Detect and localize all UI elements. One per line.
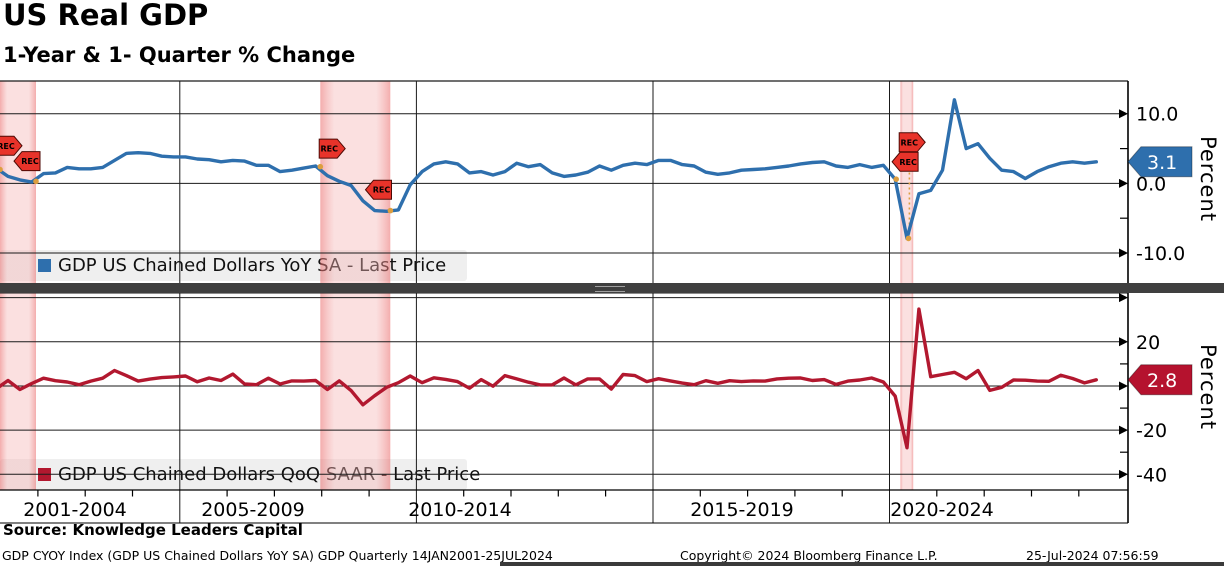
qoq-line xyxy=(0,307,1099,450)
last-price-badge-value: 2.8 xyxy=(1147,370,1177,392)
chart-title: US Real GDP xyxy=(3,0,209,32)
y-tick-label: -40 xyxy=(1136,464,1167,486)
x-axis-group-label[interactable]: 2020-2024 xyxy=(890,499,994,521)
rec-flag-label: REC xyxy=(0,142,15,151)
event-dot xyxy=(317,163,324,170)
yoy-series-swatch-icon xyxy=(38,259,51,272)
y-tick-label: 10.0 xyxy=(1136,104,1178,126)
axis-tick-arrow-icon xyxy=(1119,381,1128,391)
security-description: GDP CYOY Index (GDP US Chained Dollars Y… xyxy=(2,548,553,563)
axis-tick-arrow-icon xyxy=(1119,248,1128,258)
last-price-badge-qoq xyxy=(1127,364,1193,396)
y-tick-label: 20 xyxy=(1136,332,1160,354)
rec-flag[interactable] xyxy=(891,151,919,172)
qoq-axis-title: Percent xyxy=(1196,344,1220,431)
rec-flag-label: REC xyxy=(900,138,918,147)
x-axis-group-label[interactable]: 2001-2004 xyxy=(23,499,127,521)
rec-flag[interactable] xyxy=(0,135,23,156)
timestamp: 25-Jul-2024 07:56:59 xyxy=(1026,548,1159,563)
rec-flag-label: REC xyxy=(320,145,338,154)
x-axis-group-label[interactable]: 2015-2019 xyxy=(690,499,794,521)
axis-tick-arrow-icon xyxy=(1119,425,1128,435)
event-dot xyxy=(387,207,394,214)
last-price-badge-value: 3.1 xyxy=(1147,152,1177,174)
rec-flag[interactable] xyxy=(318,138,346,159)
rec-flag[interactable] xyxy=(898,132,926,153)
bottom-edge-bar xyxy=(500,562,1224,566)
x-axis-group-label[interactable]: 2010-2014 xyxy=(408,499,512,521)
event-dot xyxy=(33,178,39,185)
rec-flag-label: REC xyxy=(899,158,917,167)
event-dot xyxy=(905,235,912,242)
x-axis-group-label[interactable]: 2005-2009 xyxy=(201,499,305,521)
rec-flag[interactable] xyxy=(364,179,392,200)
chart-subtitle: 1-Year & 1- Quarter % Change xyxy=(3,43,356,67)
source-line: Source: Knowledge Leaders Capital xyxy=(3,521,303,539)
copyright-notice: Copyright© 2024 Bloomberg Finance L.P. xyxy=(680,548,938,563)
last-price-badge-yoy xyxy=(1127,146,1193,178)
event-dot xyxy=(0,166,3,173)
rec-flag[interactable] xyxy=(13,151,41,172)
axis-tick-arrow-icon xyxy=(1119,337,1128,347)
y-tick-label: -20 xyxy=(1136,420,1167,442)
event-dot xyxy=(893,176,899,182)
recession-band xyxy=(0,293,36,490)
rec-flag-label: REC xyxy=(21,157,39,166)
divider-grip-icon[interactable] xyxy=(595,286,625,292)
axis-tick-arrow-icon xyxy=(1119,178,1128,188)
y-tick-label: -10.0 xyxy=(1136,243,1185,265)
rec-flag-label: REC xyxy=(373,186,391,195)
axis-tick-arrow-icon xyxy=(1119,469,1128,479)
panel-divider[interactable] xyxy=(0,283,1224,293)
axis-tick-arrow-icon xyxy=(1119,293,1128,303)
y-tick-label: 0.0 xyxy=(1136,173,1166,195)
yoy-line xyxy=(0,98,1099,241)
axis-tick-arrow-icon xyxy=(1119,109,1128,119)
yoy-axis-title: Percent xyxy=(1196,136,1220,223)
